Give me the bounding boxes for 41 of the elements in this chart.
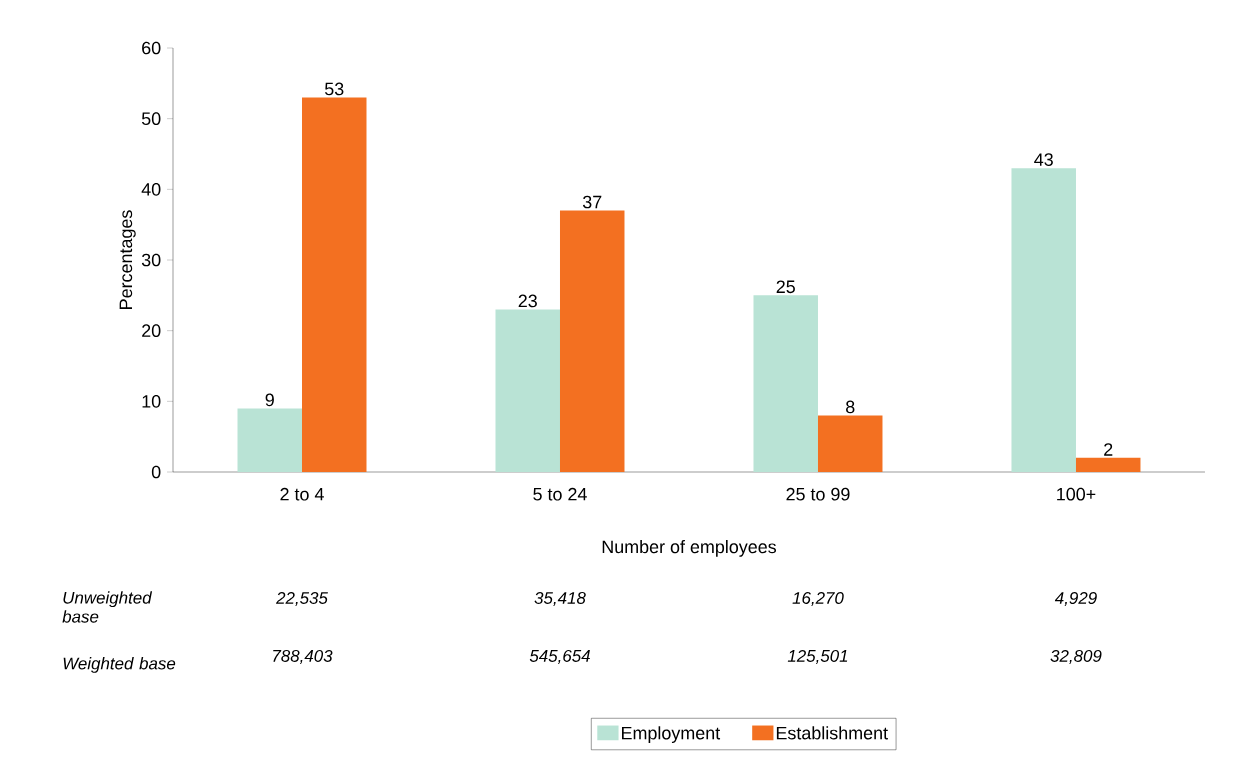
bar [1011, 168, 1076, 472]
y-tick-label: 40 [141, 182, 161, 196]
bar [753, 295, 818, 472]
text: Unweighted base [62, 591, 153, 623]
data-label: 23 [518, 294, 537, 308]
legend-label: Employment [622, 726, 721, 743]
text: 32,809 [1050, 649, 1102, 664]
y-tick-label: 30 [141, 253, 161, 267]
data-label: 2 [1104, 443, 1113, 456]
y-tick-label: 50 [141, 112, 161, 126]
data-label: 9 [265, 393, 274, 407]
bar [817, 415, 883, 472]
text: Weighted base [63, 657, 176, 673]
x-tick-label: 2 to 4 [280, 487, 324, 501]
y-tick-label: 20 [142, 324, 161, 338]
y-tick-label: 10 [142, 394, 161, 408]
text: 545,654 [529, 649, 590, 664]
text: 16,270 [792, 591, 844, 606]
data-label: 37 [582, 195, 602, 209]
x-tick-label: 100+ [1057, 487, 1096, 501]
data-label: 43 [1034, 153, 1053, 166]
bar [559, 210, 625, 472]
data-label: 8 [846, 400, 855, 414]
x-tick-label: 5 to 24 [533, 487, 587, 501]
y-tick-label: 60 [142, 41, 161, 55]
bar [302, 97, 367, 472]
x-tick-label: 25 to 99 [786, 487, 850, 501]
bar [237, 408, 302, 472]
legend-label: Establishment [776, 726, 888, 740]
text: 788,403 [273, 649, 333, 664]
text: 4,929 [1054, 591, 1097, 606]
y-tick-label: 0 [151, 465, 161, 479]
data-label: 25 [776, 280, 795, 294]
bar [495, 309, 560, 472]
text: 125,501 [787, 649, 848, 664]
data-label: 53 [324, 82, 344, 96]
x-axis-title: Number of employees [602, 540, 777, 557]
text: 22,535 [276, 591, 328, 606]
y-axis-title: Percentages [119, 210, 136, 309]
text: 35,418 [534, 591, 586, 606]
bar [1075, 457, 1141, 472]
